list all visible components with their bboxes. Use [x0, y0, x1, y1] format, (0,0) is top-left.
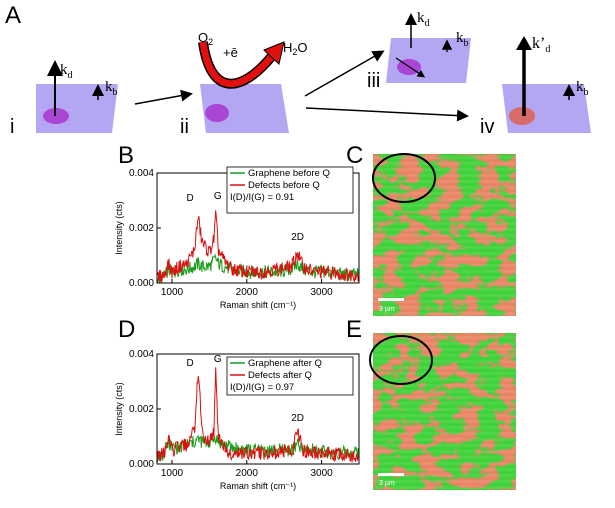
- map-e: 3 µm: [369, 333, 516, 490]
- defect-spot: [509, 107, 535, 125]
- kb-label: kb: [105, 79, 118, 98]
- step-i-label: i: [10, 116, 14, 138]
- arrow-ii-iv: [305, 107, 469, 122]
- stage-iii: kd kb iii: [367, 10, 471, 92]
- panel-label-b: B: [118, 142, 135, 169]
- step-iv-label: iv: [480, 116, 494, 138]
- panel-label-c: C: [346, 142, 364, 169]
- scale-bar-label: 3 µm: [379, 306, 395, 313]
- h2o-label: H2O: [283, 40, 308, 57]
- kb-label: kb: [456, 30, 469, 49]
- electron-label: +ē: [223, 45, 238, 60]
- highlight-circle: [369, 335, 433, 385]
- highlight-circle: [372, 153, 436, 203]
- panel-label-a: A: [5, 2, 22, 29]
- map-c: 3 µm: [372, 153, 516, 316]
- kd-prime-label: k’d: [532, 35, 550, 55]
- panel-label-d: D: [118, 316, 136, 343]
- step-ii-label: ii: [180, 116, 189, 138]
- kd-label: kd: [60, 62, 73, 81]
- arrow-ii-iii: [304, 50, 385, 97]
- arrow-i-ii: [134, 89, 193, 105]
- o2-label: O2: [198, 30, 213, 47]
- defect-spot: [205, 104, 229, 122]
- stage-ii: O2 +ē H2O ii: [180, 30, 308, 138]
- scale-bar-label: 3 µm: [379, 480, 395, 487]
- stage-i: kd kb i: [10, 60, 118, 138]
- kd-label: kd: [417, 10, 430, 29]
- schematic-diagram: kd kb i O2 +ē H2O ii kd kb iii k’d kb: [10, 10, 591, 138]
- kb-label: kb: [576, 79, 589, 98]
- scale-bar: [378, 298, 404, 301]
- stage-iv: k’d kb iv: [480, 35, 591, 138]
- panel-label-e: E: [346, 316, 363, 343]
- step-iii-label: iii: [367, 70, 380, 92]
- scale-bar: [378, 473, 404, 476]
